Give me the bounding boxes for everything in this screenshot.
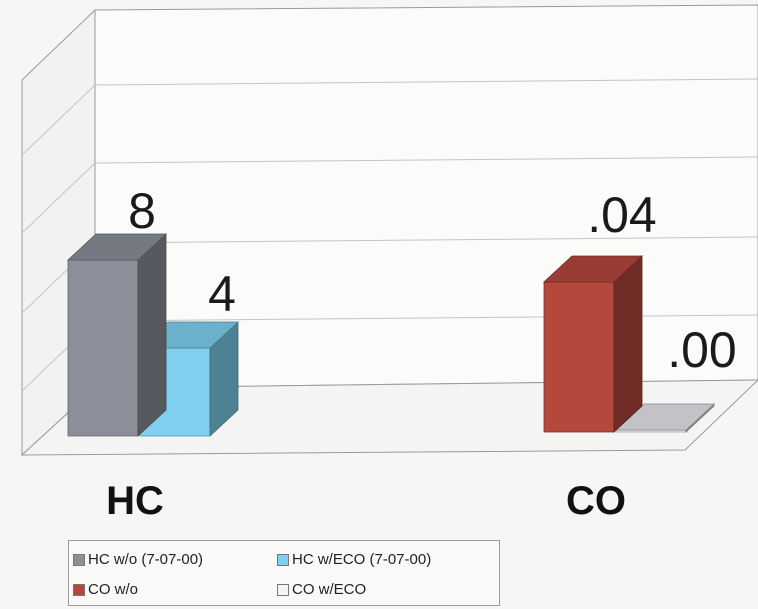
data-label: .00 — [667, 322, 737, 378]
bar-front — [67, 259, 139, 437]
gridline — [21, 78, 758, 156]
legend-item-hc-wo: HC w/o (7-07-00) — [73, 551, 203, 568]
chart-legend: HC w/o (7-07-00) HC w/ECO (7-07-00) CO w… — [68, 540, 500, 606]
chart-labels: 84 HC .04 .00 CO — [106, 183, 737, 523]
bar-co-w-o — [542, 255, 644, 433]
data-label: 4 — [208, 266, 236, 322]
category-label: CO — [566, 479, 626, 523]
legend-item-hc-eco: HC w/ECO (7-07-00) — [277, 551, 431, 568]
category-label: HC — [106, 479, 164, 523]
chart-bars — [66, 233, 716, 437]
legend-item-co-eco: CO w/ECO — [277, 581, 366, 598]
bar-front — [543, 281, 615, 433]
bar-hc-w-o-7-07-00 — [66, 233, 168, 437]
legend-label-co-eco: CO w/ECO — [292, 581, 367, 598]
legend-swatch-hc-eco — [277, 553, 289, 566]
legend-label-hc-wo: HC w/o (7-07-00) — [88, 551, 204, 568]
legend-swatch-hc-wo — [73, 553, 85, 566]
bar-top — [66, 233, 168, 261]
legend-label-co-wo: CO w/o — [88, 581, 139, 598]
bar-side — [137, 233, 167, 437]
bar-top — [542, 255, 644, 283]
data-label: 8 — [128, 183, 156, 239]
legend-label-hc-eco: HC w/ECO (7-07-00) — [292, 551, 432, 568]
legend-swatch-co-eco — [277, 583, 289, 596]
bar-co-w-eco — [614, 403, 716, 433]
gridline — [21, 156, 758, 234]
legend-item-co-wo: CO w/o — [73, 581, 138, 598]
legend-swatch-co-wo — [73, 583, 85, 596]
data-label: .04 — [587, 187, 657, 243]
bar-side — [613, 255, 643, 433]
